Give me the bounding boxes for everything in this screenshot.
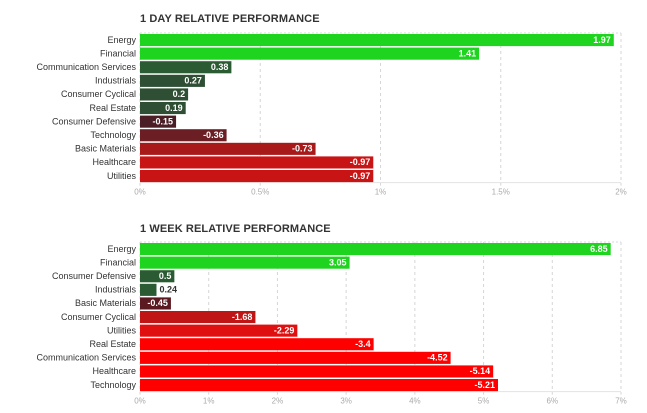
bar [140,115,177,128]
value-label: 0.24 [159,285,177,295]
category-label: Consumer Defensive [52,116,136,126]
bar [140,338,374,351]
tick-label: 0% [134,397,146,406]
value-label: 1.97 [593,35,611,45]
value-label: -1.68 [232,312,253,322]
category-label: Consumer Defensive [52,271,136,281]
bar [140,324,298,337]
category-label: Consumer Cyclical [61,89,136,99]
category-label: Technology [90,130,136,140]
value-label: 0.27 [184,76,202,86]
category-label: Financial [100,257,136,267]
value-label: -4.52 [427,353,448,363]
bar [140,170,374,183]
bar [140,156,374,169]
category-label: Healthcare [92,366,136,376]
value-label: -5.14 [470,366,491,376]
category-label: Utilities [107,171,137,181]
category-label: Healthcare [92,157,136,167]
bar [140,270,175,283]
category-label: Industrials [95,76,137,86]
chart-title-1week: 1 WEEK RELATIVE PERFORMANCE [140,223,331,235]
bar [140,129,227,142]
value-label: -0.73 [292,144,313,154]
tick-label: 6% [547,397,559,406]
value-label: -0.45 [147,298,168,308]
value-label: 0.5 [159,271,172,281]
value-label: 0.38 [211,62,229,72]
value-label: 3.05 [329,257,347,267]
value-label: -2.29 [274,325,295,335]
value-label: -3.4 [355,339,371,349]
category-label: Utilities [107,325,137,335]
category-label: Energy [107,244,136,254]
category-label: Real Estate [89,103,136,113]
value-label: -0.97 [350,157,371,167]
bar [140,61,232,74]
bar [140,351,451,364]
value-label: -0.36 [203,130,224,140]
value-label: 0.2 [173,89,186,99]
value-label: -0.15 [153,116,174,126]
bar [140,379,499,392]
value-label: -0.97 [350,171,371,181]
category-label: Basic Materials [75,298,137,308]
bar [140,297,171,310]
bar [140,256,350,269]
bar [140,243,611,256]
tick-label: 4% [409,397,421,406]
category-label: Industrials [95,285,137,295]
category-label: Communication Services [36,62,136,72]
tick-label: 1% [375,188,387,197]
bar [140,34,614,47]
bar [140,142,316,155]
bar [140,365,494,378]
category-label: Real Estate [89,339,136,349]
value-label: 0.19 [165,103,183,113]
value-label: 6.85 [590,244,608,254]
category-label: Financial [100,48,136,58]
chart-1day: 0% 0.5% 1% 1.5% 2% Energy 1.97 Financial 1.41 Com… [36,32,627,197]
tick-label: 2% [272,397,284,406]
tick-label: 3% [340,397,352,406]
category-label: Communication Services [36,353,136,363]
bar [140,311,256,324]
category-label: Technology [90,380,136,390]
tick-label: 1% [203,397,215,406]
bar [140,283,157,296]
category-label: Consumer Cyclical [61,312,136,322]
tick-label: 2% [615,188,627,197]
chart-title-1day: 1 DAY RELATIVE PERFORMANCE [140,13,320,25]
category-label: Basic Materials [75,144,137,154]
tick-label: 1.5% [492,188,510,197]
value-label: -5.21 [474,380,495,390]
tick-label: 0.5% [251,188,269,197]
value-label: 1.41 [459,48,477,58]
category-label: Energy [107,35,136,45]
tick-label: 0% [134,188,146,197]
tick-label: 5% [478,397,490,406]
tick-label: 7% [615,397,627,406]
bar [140,102,186,115]
bar [140,47,480,60]
bar [140,74,205,87]
bar [140,88,189,101]
